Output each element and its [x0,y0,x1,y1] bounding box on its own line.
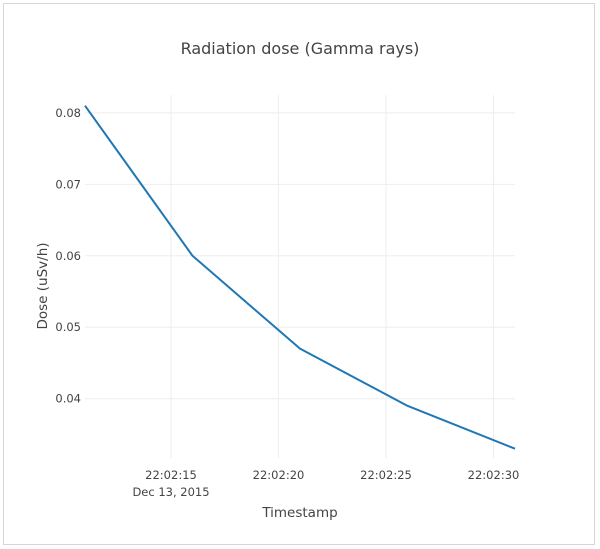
tick-labels: 0.04 0.05 0.06 0.07 0.08 22:02:15 Dec 13, 2015… [55,106,519,499]
y-tick-label: 0.07 [55,177,81,191]
series-layer [84,105,516,450]
y-axis-title: Dose (uSv/h) [35,242,51,329]
x-tick-label: 22:02:20 [253,468,305,482]
y-tick-label: 0.04 [55,392,81,406]
x-tick-label: 22:02:15 [145,468,197,482]
y-tick-label: 0.05 [55,320,81,334]
chart-title: Radiation dose (Gamma rays) [181,39,420,58]
chart-frame [3,3,595,545]
y-tick-label: 0.08 [55,106,81,120]
gridlines [85,95,515,458]
x-tick-label: 22:02:30 [468,468,520,482]
y-tick-label: 0.06 [55,249,81,263]
series-line [84,105,516,450]
x-axis-title: Timestamp [261,505,337,521]
x-tick-label: 22:02:25 [360,468,412,482]
x-tick-date-label: Dec 13, 2015 [132,485,209,499]
